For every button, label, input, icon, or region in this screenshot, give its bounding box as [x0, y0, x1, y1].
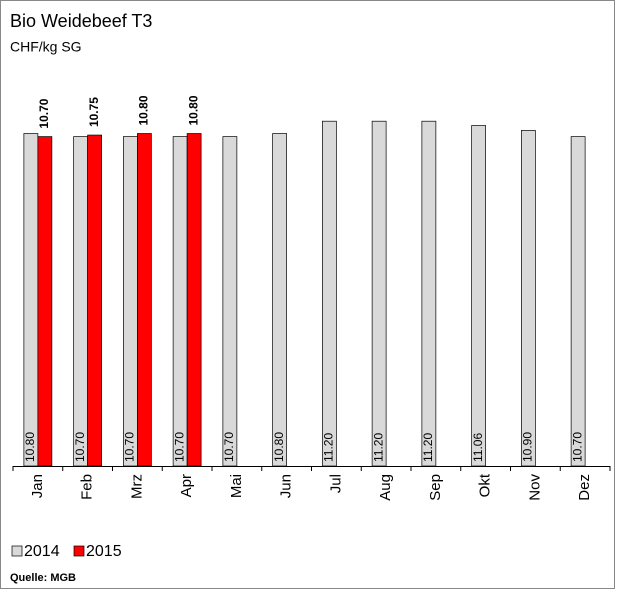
source-note: Quelle: MGB: [10, 572, 76, 584]
value-label: 10.70: [37, 98, 51, 128]
legend-label: 2015: [86, 543, 122, 560]
bar: [123, 136, 138, 467]
bar: [186, 133, 202, 467]
value-label: 10.70: [222, 432, 236, 462]
x-tick-label: Jun: [278, 474, 295, 498]
bar: [521, 130, 536, 467]
bar: [37, 136, 53, 467]
x-tick-label: Okt: [477, 473, 494, 497]
x-tick-label: Apr: [178, 474, 195, 497]
value-label: 11.06: [471, 433, 485, 462]
bar: [421, 120, 437, 467]
value-label: 10.80: [137, 95, 151, 125]
bar: [322, 120, 337, 467]
legend-swatch: [11, 545, 23, 557]
bar: [73, 136, 88, 467]
x-tick-label: Sep: [427, 474, 444, 501]
bar: [23, 133, 39, 467]
legend-swatch: [73, 545, 85, 557]
value-label: 10.90: [521, 432, 535, 462]
value-label: 10.70: [73, 432, 87, 462]
x-tick-label: Nov: [526, 474, 543, 501]
x-tick-label: Feb: [79, 474, 96, 500]
bar: [87, 134, 102, 467]
x-tick-label: Jan: [29, 474, 46, 498]
legend-label: 2014: [24, 543, 60, 560]
value-label: 11.20: [371, 433, 385, 462]
value-label: 10.70: [172, 432, 186, 462]
chart-subtitle: CHF/kg SG: [10, 39, 82, 55]
value-label: 10.80: [272, 432, 286, 462]
value-label: 10.80: [186, 95, 200, 125]
bar: [371, 120, 387, 467]
value-label: 10.75: [87, 97, 101, 127]
value-label: 11.20: [322, 433, 336, 462]
value-label: 10.70: [123, 432, 137, 462]
x-tick-label: Mai: [228, 474, 245, 498]
bar: [137, 133, 152, 467]
bar: [272, 133, 287, 467]
x-tick-label: Mrz: [128, 474, 145, 499]
chart-frame: [0, 0, 615, 589]
value-label: 10.70: [570, 432, 584, 462]
bar: [570, 136, 586, 467]
chart-title: Bio Weidebeef T3: [10, 11, 152, 31]
x-tick-label: Jul: [327, 474, 344, 493]
x-tick-label: Aug: [377, 474, 394, 501]
value-label: 11.20: [421, 433, 435, 462]
x-tick-label: Dez: [576, 474, 593, 501]
value-label: 10.80: [23, 432, 37, 462]
bar: [222, 136, 238, 467]
bar: [471, 125, 486, 467]
bar: [172, 136, 188, 467]
